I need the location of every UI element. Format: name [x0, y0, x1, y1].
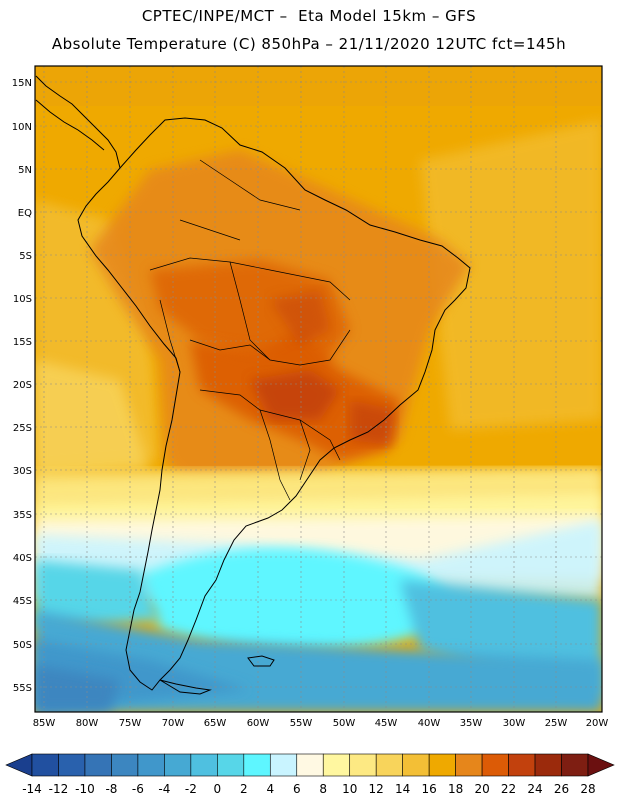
colorbar-segment [58, 753, 86, 777]
lat-label: 40S [13, 553, 32, 564]
falklands [247, 655, 275, 667]
colorbar-tick: 14 [395, 782, 410, 796]
colorbar-segment [243, 753, 271, 777]
lon-label: 30W [503, 718, 526, 729]
lat-label: 30S [13, 466, 32, 477]
colorbar-segment [31, 753, 59, 777]
lon-label: 45W [375, 718, 398, 729]
colorbar-tick: 20 [474, 782, 489, 796]
lon-label: 50W [333, 718, 356, 729]
colorbar-tick: 12 [369, 782, 384, 796]
colorbar-tick: 16 [422, 782, 437, 796]
colorbar-segment [428, 753, 456, 777]
colorbar-tick: 8 [319, 782, 327, 796]
colorbar-segment [508, 753, 536, 777]
colorbar-tick: 6 [293, 782, 301, 796]
lon-label: 35W [460, 718, 483, 729]
colorbar-segment [455, 753, 483, 777]
lon-label: 70W [162, 718, 185, 729]
lon-label: 85W [33, 718, 56, 729]
lat-label: 55S [13, 683, 32, 694]
colorbar-tick: -12 [49, 782, 69, 796]
colorbar-tick: 26 [554, 782, 569, 796]
colorbar-tick: 2 [240, 782, 248, 796]
colorbar-tick: 28 [580, 782, 595, 796]
map-frame [34, 65, 603, 713]
colorbar-tick: -2 [185, 782, 197, 796]
colorbar-tick: 18 [448, 782, 463, 796]
colorbar-segment [269, 753, 298, 777]
lat-label: EQ [18, 208, 32, 219]
colorbar-segment [534, 753, 562, 777]
title-line-1: CPTEC/INPE/MCT – Eta Model 15km – GFS [141, 7, 477, 25]
latitude-labels: 15N 10N 5N EQ 5S 10S 15S 20S 25S 30S 35S… [12, 78, 32, 694]
colorbar-tick: -14 [22, 782, 42, 796]
colorbar-tick: 10 [342, 782, 357, 796]
lat-label: 5S [19, 251, 32, 262]
lon-label: 55W [290, 718, 313, 729]
lat-label: 25S [13, 423, 32, 434]
colorbar-segment [481, 753, 509, 777]
lat-label: 15S [13, 337, 32, 348]
colorbar-tick: -8 [105, 782, 117, 796]
colorbar-ticks: -14 -12 -10 -8 -6 -4 -2 0 2 4 6 8 10 12 … [22, 782, 595, 796]
colorbar-low-arrow [5, 753, 33, 777]
tierra-del-fuego [159, 679, 212, 695]
caribbean-coast [35, 99, 105, 151]
colorbar-segment [349, 753, 377, 777]
colorbar-tick: 4 [266, 782, 274, 796]
colorbar-tick: -4 [158, 782, 170, 796]
colorbar-segment [375, 753, 403, 777]
colorbar-tick: -6 [132, 782, 144, 796]
colorbar-tick: 24 [527, 782, 542, 796]
title-line-2: Absolute Temperature (C) 850hPa – 21/11/… [51, 35, 567, 53]
lon-label: 40W [418, 718, 441, 729]
colorbar-segment [402, 753, 430, 777]
lon-label: 75W [119, 718, 142, 729]
colorbar-segment [164, 753, 192, 777]
colorbar-tick: 22 [501, 782, 516, 796]
lon-label: 20W [586, 718, 609, 729]
colorbar-segment [84, 753, 112, 777]
lat-label: 10S [13, 294, 32, 305]
lat-label: 15N [12, 78, 32, 89]
lat-label: 50S [13, 640, 32, 651]
central-america-coast [35, 75, 121, 169]
colorbar-segment [137, 753, 165, 777]
colorbar-segment [296, 753, 324, 777]
colorbar-segment [190, 753, 218, 777]
colorbar-segment [217, 753, 245, 777]
temperature-field [35, 66, 602, 712]
colorbar [5, 753, 615, 777]
colorbar-tick: -10 [75, 782, 95, 796]
colorbar-tick: 0 [214, 782, 222, 796]
colorbar-segment [111, 753, 139, 777]
colorbar-high-arrow [587, 753, 615, 777]
lon-label: 65W [204, 718, 227, 729]
longitude-labels: 85W 80W 75W 70W 65W 60W 55W 50W 45W 40W … [33, 718, 609, 729]
lon-label: 60W [247, 718, 270, 729]
lat-label: 10N [12, 122, 32, 133]
colorbar-segment [561, 753, 589, 777]
lat-label: 45S [13, 596, 32, 607]
lon-label: 80W [76, 718, 99, 729]
colorbar-segment [322, 753, 351, 777]
lon-label: 25W [545, 718, 568, 729]
country-borders [149, 159, 351, 501]
lat-label: 20S [13, 380, 32, 391]
lat-label: 35S [13, 510, 32, 521]
lat-label: 5N [18, 165, 32, 176]
